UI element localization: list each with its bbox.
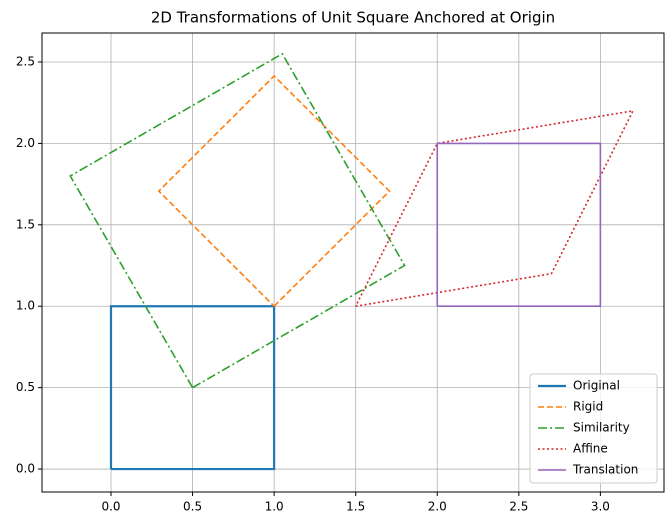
series-line: [69, 52, 406, 389]
series-line: [157, 74, 391, 307]
x-tick-label: 1.5: [346, 500, 365, 514]
chart-title: 2D Transformations of Unit Square Anchor…: [151, 9, 555, 27]
series-line: [354, 109, 635, 308]
plot-frame: [41, 32, 665, 493]
x-tick-label: 3.0: [591, 500, 610, 514]
y-tick-label: 1.0: [16, 299, 35, 313]
legend-label: Affine: [573, 442, 608, 456]
y-tick-label: 2.5: [16, 54, 35, 68]
x-tick-label: 2.0: [428, 500, 447, 514]
y-tick-label: 0.5: [16, 380, 35, 394]
legend: Original Rigid Similarity Affine Translation: [529, 373, 658, 484]
x-tick-label: 0.5: [183, 500, 202, 514]
legend-label: Similarity: [573, 421, 630, 435]
x-tick-label: 2.5: [509, 500, 528, 514]
y-tick-label: 2.0: [16, 136, 35, 150]
legend-label: Rigid: [573, 400, 603, 414]
x-tick-label: 0.0: [101, 500, 120, 514]
y-tick-label: 1.5: [16, 217, 35, 231]
legend-label: Original: [573, 379, 620, 393]
series-line: [436, 142, 602, 308]
legend-box: [529, 373, 658, 484]
y-tick-label: 0.0: [16, 462, 35, 476]
x-tick-label: 1.0: [265, 500, 284, 514]
legend-label: Translation: [572, 463, 638, 477]
